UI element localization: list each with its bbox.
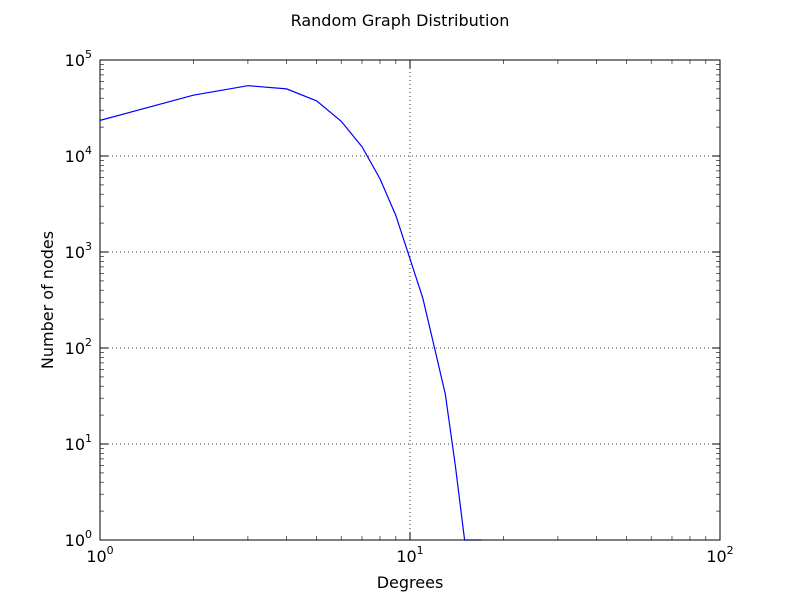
x-tick-label: 100 <box>86 544 113 566</box>
y-tick-labels: 100 101 102 103 104 105 <box>65 48 92 550</box>
y-tick-label: 102 <box>65 336 92 358</box>
plot-frame <box>99 59 721 541</box>
y-tick-label: 100 <box>65 528 92 550</box>
x-tick-label: 101 <box>396 544 423 566</box>
x-tick-label: 102 <box>706 544 733 566</box>
y-tick-label: 105 <box>65 48 92 70</box>
y-tick-label: 104 <box>65 144 92 166</box>
x-axis-label: Degrees <box>377 573 444 592</box>
chart-title: Random Graph Distribution <box>291 11 510 30</box>
series-line <box>99 85 482 541</box>
grid-lines <box>100 60 720 540</box>
minor-ticks <box>100 60 720 540</box>
y-tick-label: 103 <box>65 240 92 262</box>
x-tick-labels: 100 101 102 <box>86 544 733 566</box>
y-tick-label: 101 <box>65 432 92 454</box>
y-axis-label: Number of nodes <box>38 231 57 369</box>
